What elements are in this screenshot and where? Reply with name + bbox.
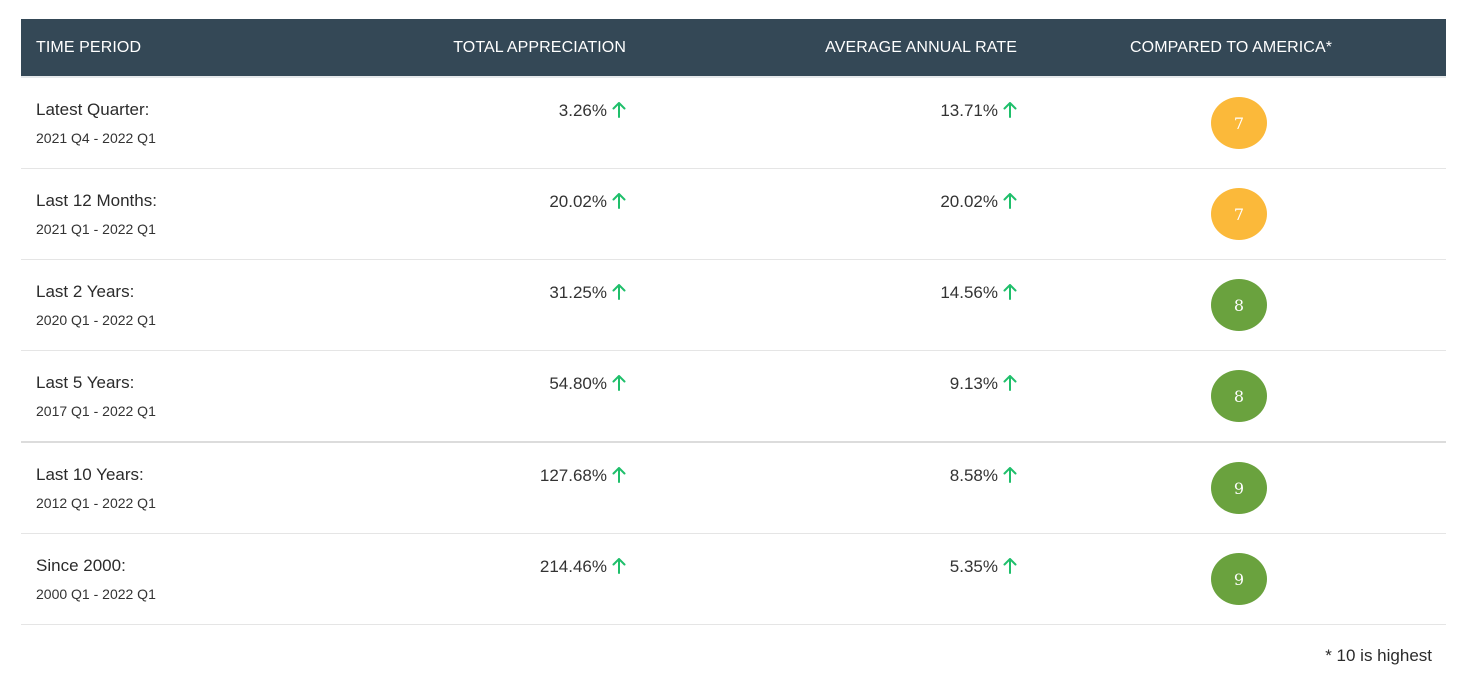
arrow-up-icon: [1003, 102, 1017, 123]
table-row: Last 5 Years: 2017 Q1 - 2022 Q1 54.80% 9…: [21, 351, 1446, 443]
table-row: Latest Quarter: 2021 Q4 - 2022 Q1 3.26% …: [21, 78, 1446, 169]
score-badge: 7: [1211, 97, 1267, 149]
table-header: TIME PERIOD TOTAL APPRECIATION AVERAGE A…: [21, 19, 1446, 78]
arrow-up-icon: [612, 284, 626, 305]
period-label: Since 2000:: [36, 556, 126, 575]
table-row: Last 12 Months: 2021 Q1 - 2022 Q1 20.02%…: [21, 169, 1446, 260]
period-label: Last 5 Years:: [36, 373, 135, 392]
arrow-up-icon: [612, 193, 626, 214]
header-time-period: TIME PERIOD: [36, 38, 142, 56]
arrow-up-icon: [1003, 284, 1017, 305]
average-annual-rate-value: 13.71%: [940, 101, 998, 120]
header-total-appreciation: TOTAL APPRECIATION: [453, 38, 626, 56]
arrow-up-icon: [1003, 375, 1017, 396]
table-row: Since 2000: 2000 Q1 - 2022 Q1 214.46% 5.…: [21, 534, 1446, 625]
average-annual-rate-value: 8.58%: [949, 466, 998, 485]
period-range: 2012 Q1 - 2022 Q1: [36, 495, 156, 511]
total-appreciation-value: 31.25%: [549, 283, 607, 302]
total-appreciation-value: 127.68%: [539, 466, 607, 485]
arrow-up-icon: [612, 375, 626, 396]
average-annual-rate-value: 20.02%: [940, 192, 998, 211]
arrow-up-icon: [612, 102, 626, 123]
score-badge: 9: [1211, 553, 1267, 605]
header-compared-to-america: COMPARED TO AMERICA*: [1130, 38, 1333, 56]
score-badge: 7: [1211, 188, 1267, 240]
period-label: Last 2 Years:: [36, 282, 135, 301]
period-range: 2017 Q1 - 2022 Q1: [36, 403, 156, 419]
table-row: Last 2 Years: 2020 Q1 - 2022 Q1 31.25% 1…: [21, 260, 1446, 351]
period-range: 2000 Q1 - 2022 Q1: [36, 586, 156, 602]
period-label: Last 12 Months:: [36, 191, 157, 210]
header-average-annual-rate: AVERAGE ANNUAL RATE: [825, 38, 1017, 56]
period-range: 2021 Q4 - 2022 Q1: [36, 130, 156, 146]
score-badge: 8: [1211, 279, 1267, 331]
score-badge: 9: [1211, 462, 1267, 514]
period-label: Latest Quarter:: [36, 100, 150, 119]
total-appreciation-value: 54.80%: [549, 374, 607, 393]
table-row: Last 10 Years: 2012 Q1 - 2022 Q1 127.68%…: [21, 443, 1446, 534]
total-appreciation-value: 20.02%: [549, 192, 607, 211]
arrow-up-icon: [1003, 558, 1017, 579]
average-annual-rate-value: 14.56%: [940, 283, 998, 302]
period-range: 2021 Q1 - 2022 Q1: [36, 221, 156, 237]
arrow-up-icon: [612, 467, 626, 488]
period-label: Last 10 Years:: [36, 465, 144, 484]
average-annual-rate-value: 5.35%: [949, 557, 998, 576]
average-annual-rate-value: 9.13%: [949, 374, 998, 393]
footnote: * 10 is highest: [1325, 646, 1432, 665]
total-appreciation-value: 3.26%: [558, 101, 607, 120]
period-range: 2020 Q1 - 2022 Q1: [36, 312, 156, 328]
arrow-up-icon: [1003, 467, 1017, 488]
score-badge: 8: [1211, 370, 1267, 422]
total-appreciation-value: 214.46%: [539, 557, 607, 576]
arrow-up-icon: [1003, 193, 1017, 214]
arrow-up-icon: [612, 558, 626, 579]
appreciation-table: TIME PERIOD TOTAL APPRECIATION AVERAGE A…: [21, 19, 1446, 625]
